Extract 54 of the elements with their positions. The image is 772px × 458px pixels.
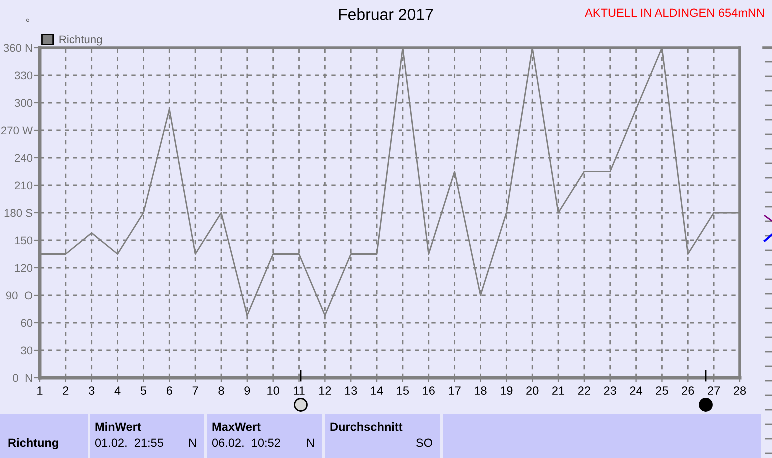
x-tick-label: 10 [268, 386, 280, 396]
x-tick-label: 18 [475, 386, 487, 396]
x-tick-label: 8 [218, 386, 224, 396]
x-tick-label: 5 [140, 386, 146, 396]
y-tick-label: 180 S [4, 209, 33, 218]
y-tick-label: 270 W [2, 126, 34, 135]
x-tick-label: 22 [578, 386, 590, 395]
x-tick-label: 12 [320, 386, 332, 395]
x-tick-label: 2 [63, 386, 69, 395]
text: MaxWert [212, 422, 261, 432]
x-tick-label: 4 [114, 386, 121, 395]
text: Durchschnitt [330, 422, 403, 432]
legend-label: Richtung [60, 35, 102, 46]
text: MinWert [96, 422, 142, 432]
x-tick-label: 23 [604, 386, 616, 396]
y-tick-label: 150 [15, 236, 33, 245]
x-tick-label: 21 [552, 386, 565, 395]
text: SO [416, 438, 432, 448]
x-tick-label: 7 [192, 386, 198, 395]
x-tick-label: 6 [166, 386, 172, 396]
text: N [189, 438, 196, 448]
text: 01.02. 21:55 [95, 438, 164, 448]
y-axis-title: ° [26, 18, 30, 22]
y-tick-label: 90 O [6, 292, 33, 300]
x-tick-label: 11 [294, 386, 305, 395]
y-tick-label: 30 [21, 346, 33, 355]
y-tick-label: 300 [14, 99, 33, 108]
x-tick-label: 17 [449, 386, 461, 395]
y-tick-label: 210 [15, 182, 33, 190]
y-tick-label: 240 [15, 154, 33, 162]
x-tick-label: 9 [244, 386, 250, 396]
x-tick-label: 26 [682, 386, 694, 396]
x-tick-label: 24 [630, 386, 643, 395]
y-tick-label: 120 [15, 264, 33, 272]
y-tick-label: 0 N [13, 374, 32, 382]
x-tick-label: 3 [89, 386, 95, 396]
x-tick-label: 20 [526, 386, 539, 396]
x-tick-label: 16 [423, 386, 435, 396]
x-tick-label: 19 [501, 386, 513, 396]
x-tick-label: 13 [345, 386, 358, 396]
text: AKTUELL IN ALDINGEN 654mNN [585, 8, 764, 18]
y-tick-label: 330 [14, 72, 33, 80]
chart-title: Februar 2017 [339, 8, 434, 20]
x-tick-label: 28 [734, 386, 746, 396]
x-tick-label: 27 [708, 386, 720, 395]
y-tick-label: 60 [21, 319, 33, 328]
x-tick-label: 25 [656, 386, 668, 396]
x-tick-label: 1 [38, 386, 43, 395]
text: N [307, 438, 314, 448]
text: 06.02. 10:52 [212, 438, 280, 448]
x-tick-label: 15 [397, 386, 410, 396]
x-tick-label: 14 [371, 386, 384, 395]
text: Richtung [8, 438, 58, 450]
y-tick-label: 360 N [4, 44, 32, 52]
